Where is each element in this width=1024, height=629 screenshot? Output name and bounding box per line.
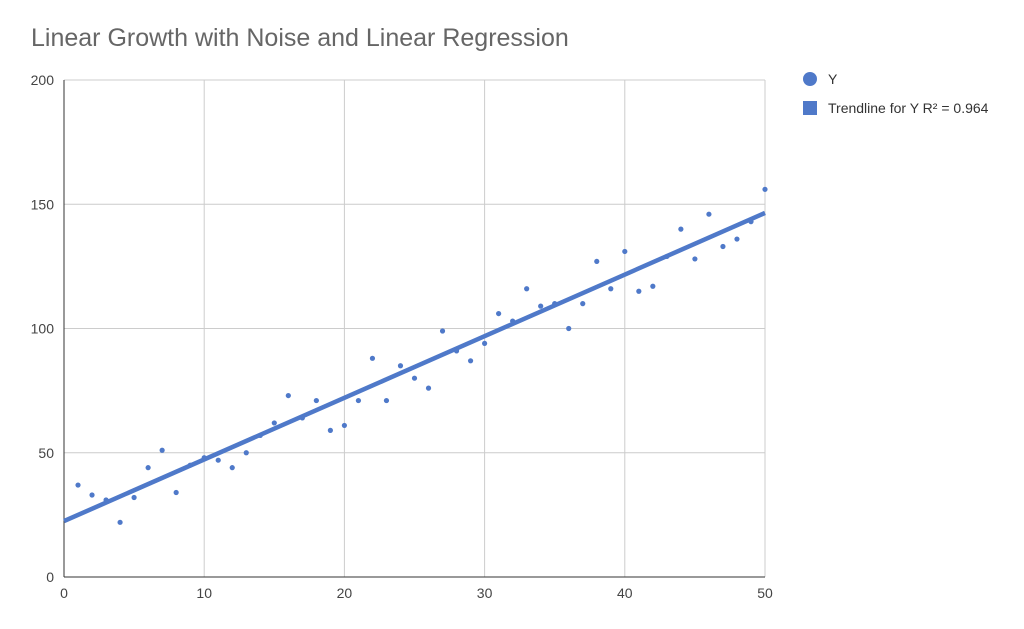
data-point[interactable] xyxy=(510,318,516,324)
y-tick-label: 100 xyxy=(31,321,55,337)
x-tick-label: 0 xyxy=(60,585,68,601)
data-point[interactable] xyxy=(103,497,109,503)
y-tick-label: 200 xyxy=(31,72,55,88)
data-point[interactable] xyxy=(622,248,628,255)
legend-square-icon xyxy=(803,101,817,115)
data-point[interactable] xyxy=(482,340,488,347)
data-point[interactable] xyxy=(467,358,474,364)
axes xyxy=(63,80,765,578)
legend-label-trendline: Trendline for Y R² = 0.964 xyxy=(828,100,989,116)
tick-labels: 0 50 100 150 200 0 10 20 30 40 50 xyxy=(31,72,773,601)
chart-title: Linear Growth with Noise and Linear Regr… xyxy=(31,24,569,52)
data-point[interactable] xyxy=(524,286,530,292)
data-point[interactable] xyxy=(285,392,291,399)
data-point[interactable] xyxy=(636,288,642,294)
data-point[interactable] xyxy=(229,465,235,471)
legend-dot-icon xyxy=(803,72,817,86)
data-point[interactable] xyxy=(496,310,502,317)
x-tick-label: 50 xyxy=(757,585,773,601)
data-point[interactable] xyxy=(313,397,319,404)
legend-label-y: Y xyxy=(828,71,838,87)
y-tick-label: 150 xyxy=(31,196,55,212)
data-point[interactable] xyxy=(257,432,263,438)
data-point[interactable] xyxy=(734,236,740,242)
data-point[interactable] xyxy=(187,462,193,468)
data-point[interactable] xyxy=(594,258,600,265)
data-point[interactable] xyxy=(706,211,712,217)
x-tick-label: 10 xyxy=(196,585,212,601)
data-point[interactable] xyxy=(566,325,572,332)
trendline-layer xyxy=(63,210,766,524)
data-point[interactable] xyxy=(664,253,670,260)
data-point[interactable] xyxy=(608,286,614,292)
data-point[interactable] xyxy=(650,283,656,289)
data-point[interactable] xyxy=(720,243,726,250)
data-point[interactable] xyxy=(383,397,390,404)
legend: Y Trendline for Y R² = 0.964 xyxy=(803,69,988,127)
data-point[interactable] xyxy=(397,363,404,369)
data-point[interactable] xyxy=(215,457,221,463)
trendline xyxy=(63,210,766,524)
data-point[interactable] xyxy=(75,482,81,488)
data-point[interactable] xyxy=(411,375,418,381)
data-point[interactable] xyxy=(538,303,544,309)
data-points xyxy=(75,186,768,525)
data-point[interactable] xyxy=(692,256,698,262)
data-point[interactable] xyxy=(453,348,460,354)
x-tick-label: 30 xyxy=(477,585,493,601)
data-point[interactable] xyxy=(678,226,684,232)
data-point[interactable] xyxy=(173,489,179,496)
x-tick-label: 20 xyxy=(337,585,353,601)
data-point[interactable] xyxy=(89,492,95,498)
data-point[interactable] xyxy=(243,450,249,456)
data-point[interactable] xyxy=(762,186,768,192)
data-point[interactable] xyxy=(439,328,446,334)
y-tick-label: 0 xyxy=(46,569,54,585)
data-point[interactable] xyxy=(341,422,347,429)
data-point[interactable] xyxy=(145,465,151,471)
data-point[interactable] xyxy=(299,415,305,421)
legend-item-y[interactable]: Y xyxy=(803,69,988,89)
data-point[interactable] xyxy=(201,455,207,461)
data-point[interactable] xyxy=(327,427,333,433)
data-point[interactable] xyxy=(271,420,277,426)
data-point[interactable] xyxy=(748,219,754,225)
legend-item-trendline[interactable]: Trendline for Y R² = 0.964 xyxy=(803,98,988,118)
data-point[interactable] xyxy=(425,385,432,391)
data-point[interactable] xyxy=(131,494,137,501)
data-point[interactable] xyxy=(159,447,165,453)
data-point[interactable] xyxy=(580,301,586,307)
y-tick-label: 50 xyxy=(38,445,54,461)
data-point[interactable] xyxy=(369,355,376,361)
data-point[interactable] xyxy=(355,397,362,404)
x-tick-label: 40 xyxy=(617,585,633,601)
data-point[interactable] xyxy=(552,301,558,307)
grid-lines xyxy=(64,79,766,577)
data-point[interactable] xyxy=(117,519,123,525)
